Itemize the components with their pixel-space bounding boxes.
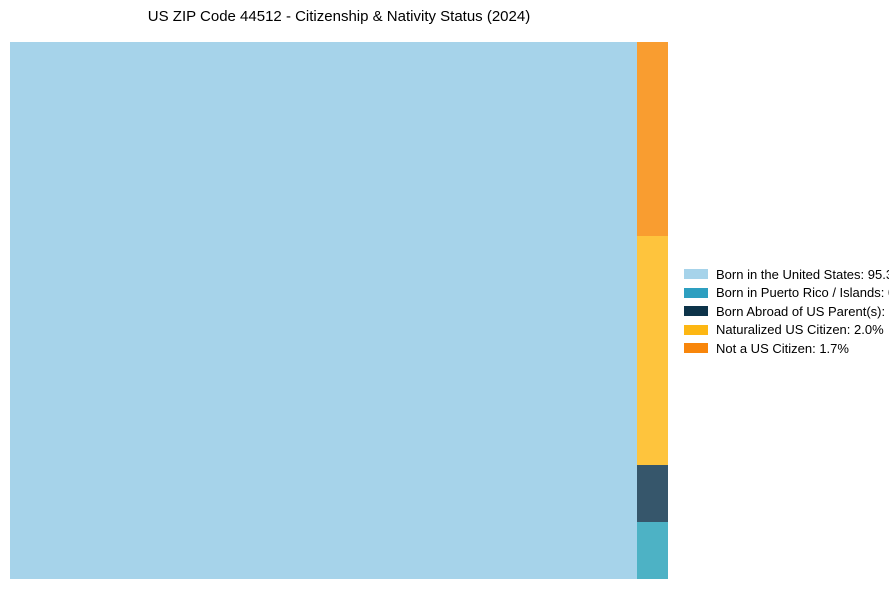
legend: Born in the United States: 95.3% Born in … <box>684 265 889 358</box>
legend-item-born-in-puerto-rico-islands: Born in Puerto Rico / Islands: 0.5% <box>684 284 889 303</box>
treemap-rect-born-abroad-of-us-parent-s <box>637 464 668 522</box>
legend-swatch-icon <box>684 324 708 335</box>
treemap-rect-naturalized-us-citizen <box>637 236 668 465</box>
legend-label: Born Abroad of US Parent(s): 0.5% <box>716 303 889 319</box>
legend-label: Naturalized US Citizen: 2.0% <box>716 322 884 338</box>
legend-label: Born in Puerto Rico / Islands: 0.5% <box>716 285 889 301</box>
legend-item-born-in-the-united-states: Born in the United States: 95.3% <box>684 265 889 284</box>
chart-title: US ZIP Code 44512 - Citizenship & Nativi… <box>147 8 531 25</box>
legend-label: Born in the United States: 95.3% <box>716 266 889 282</box>
legend-swatch-icon <box>684 306 708 317</box>
treemap-rect-born-in-the-united-states <box>10 42 638 579</box>
legend-swatch-icon <box>684 269 708 280</box>
legend-swatch-icon <box>684 287 708 298</box>
treemap-area <box>10 42 668 579</box>
treemap-rect-not-a-us-citizen <box>637 42 668 237</box>
treemap-rect-born-in-puerto-rico-islands <box>637 521 668 579</box>
legend-label: Not a US Citizen: 1.7% <box>716 340 849 356</box>
legend-swatch-icon <box>684 343 708 354</box>
legend-item-born-abroad-of-us-parent-s: Born Abroad of US Parent(s): 0.5% <box>684 302 889 321</box>
legend-item-not-a-us-citizen: Not a US Citizen: 1.7% <box>684 339 889 358</box>
legend-item-naturalized-us-citizen: Naturalized US Citizen: 2.0% <box>684 321 889 340</box>
